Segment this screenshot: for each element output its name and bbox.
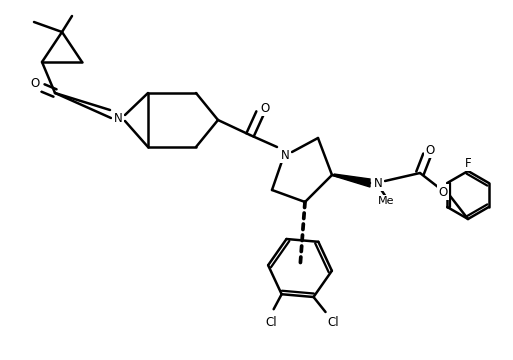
Text: N: N xyxy=(113,112,123,125)
Text: O: O xyxy=(30,77,40,90)
Text: N: N xyxy=(281,149,289,162)
Text: Cl: Cl xyxy=(266,316,278,329)
Text: O: O xyxy=(439,185,448,198)
Text: O: O xyxy=(261,102,270,114)
Text: F: F xyxy=(465,157,471,170)
Text: O: O xyxy=(425,144,435,157)
Polygon shape xyxy=(334,174,370,187)
Text: N: N xyxy=(373,176,382,189)
Text: Me: Me xyxy=(378,196,394,206)
Text: N: N xyxy=(113,112,123,125)
Text: Cl: Cl xyxy=(328,315,339,329)
